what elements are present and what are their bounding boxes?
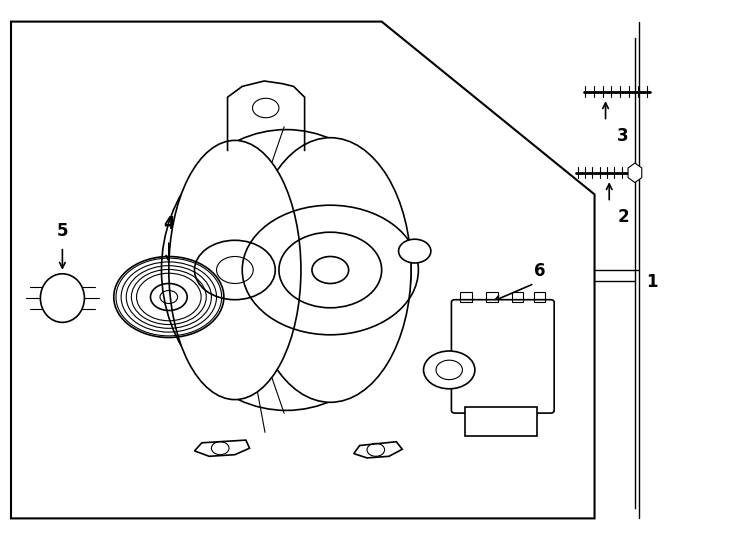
Text: 1: 1	[646, 273, 658, 291]
Ellipse shape	[169, 140, 301, 400]
Circle shape	[424, 351, 475, 389]
Text: 5: 5	[57, 222, 68, 240]
Circle shape	[399, 239, 431, 263]
FancyBboxPatch shape	[465, 407, 537, 436]
FancyBboxPatch shape	[451, 300, 554, 413]
Text: 4: 4	[163, 215, 175, 233]
Ellipse shape	[250, 138, 411, 402]
Text: 6: 6	[534, 262, 545, 280]
Polygon shape	[628, 163, 642, 183]
Ellipse shape	[40, 274, 84, 322]
Text: 3: 3	[617, 127, 628, 145]
Text: 2: 2	[618, 208, 630, 226]
